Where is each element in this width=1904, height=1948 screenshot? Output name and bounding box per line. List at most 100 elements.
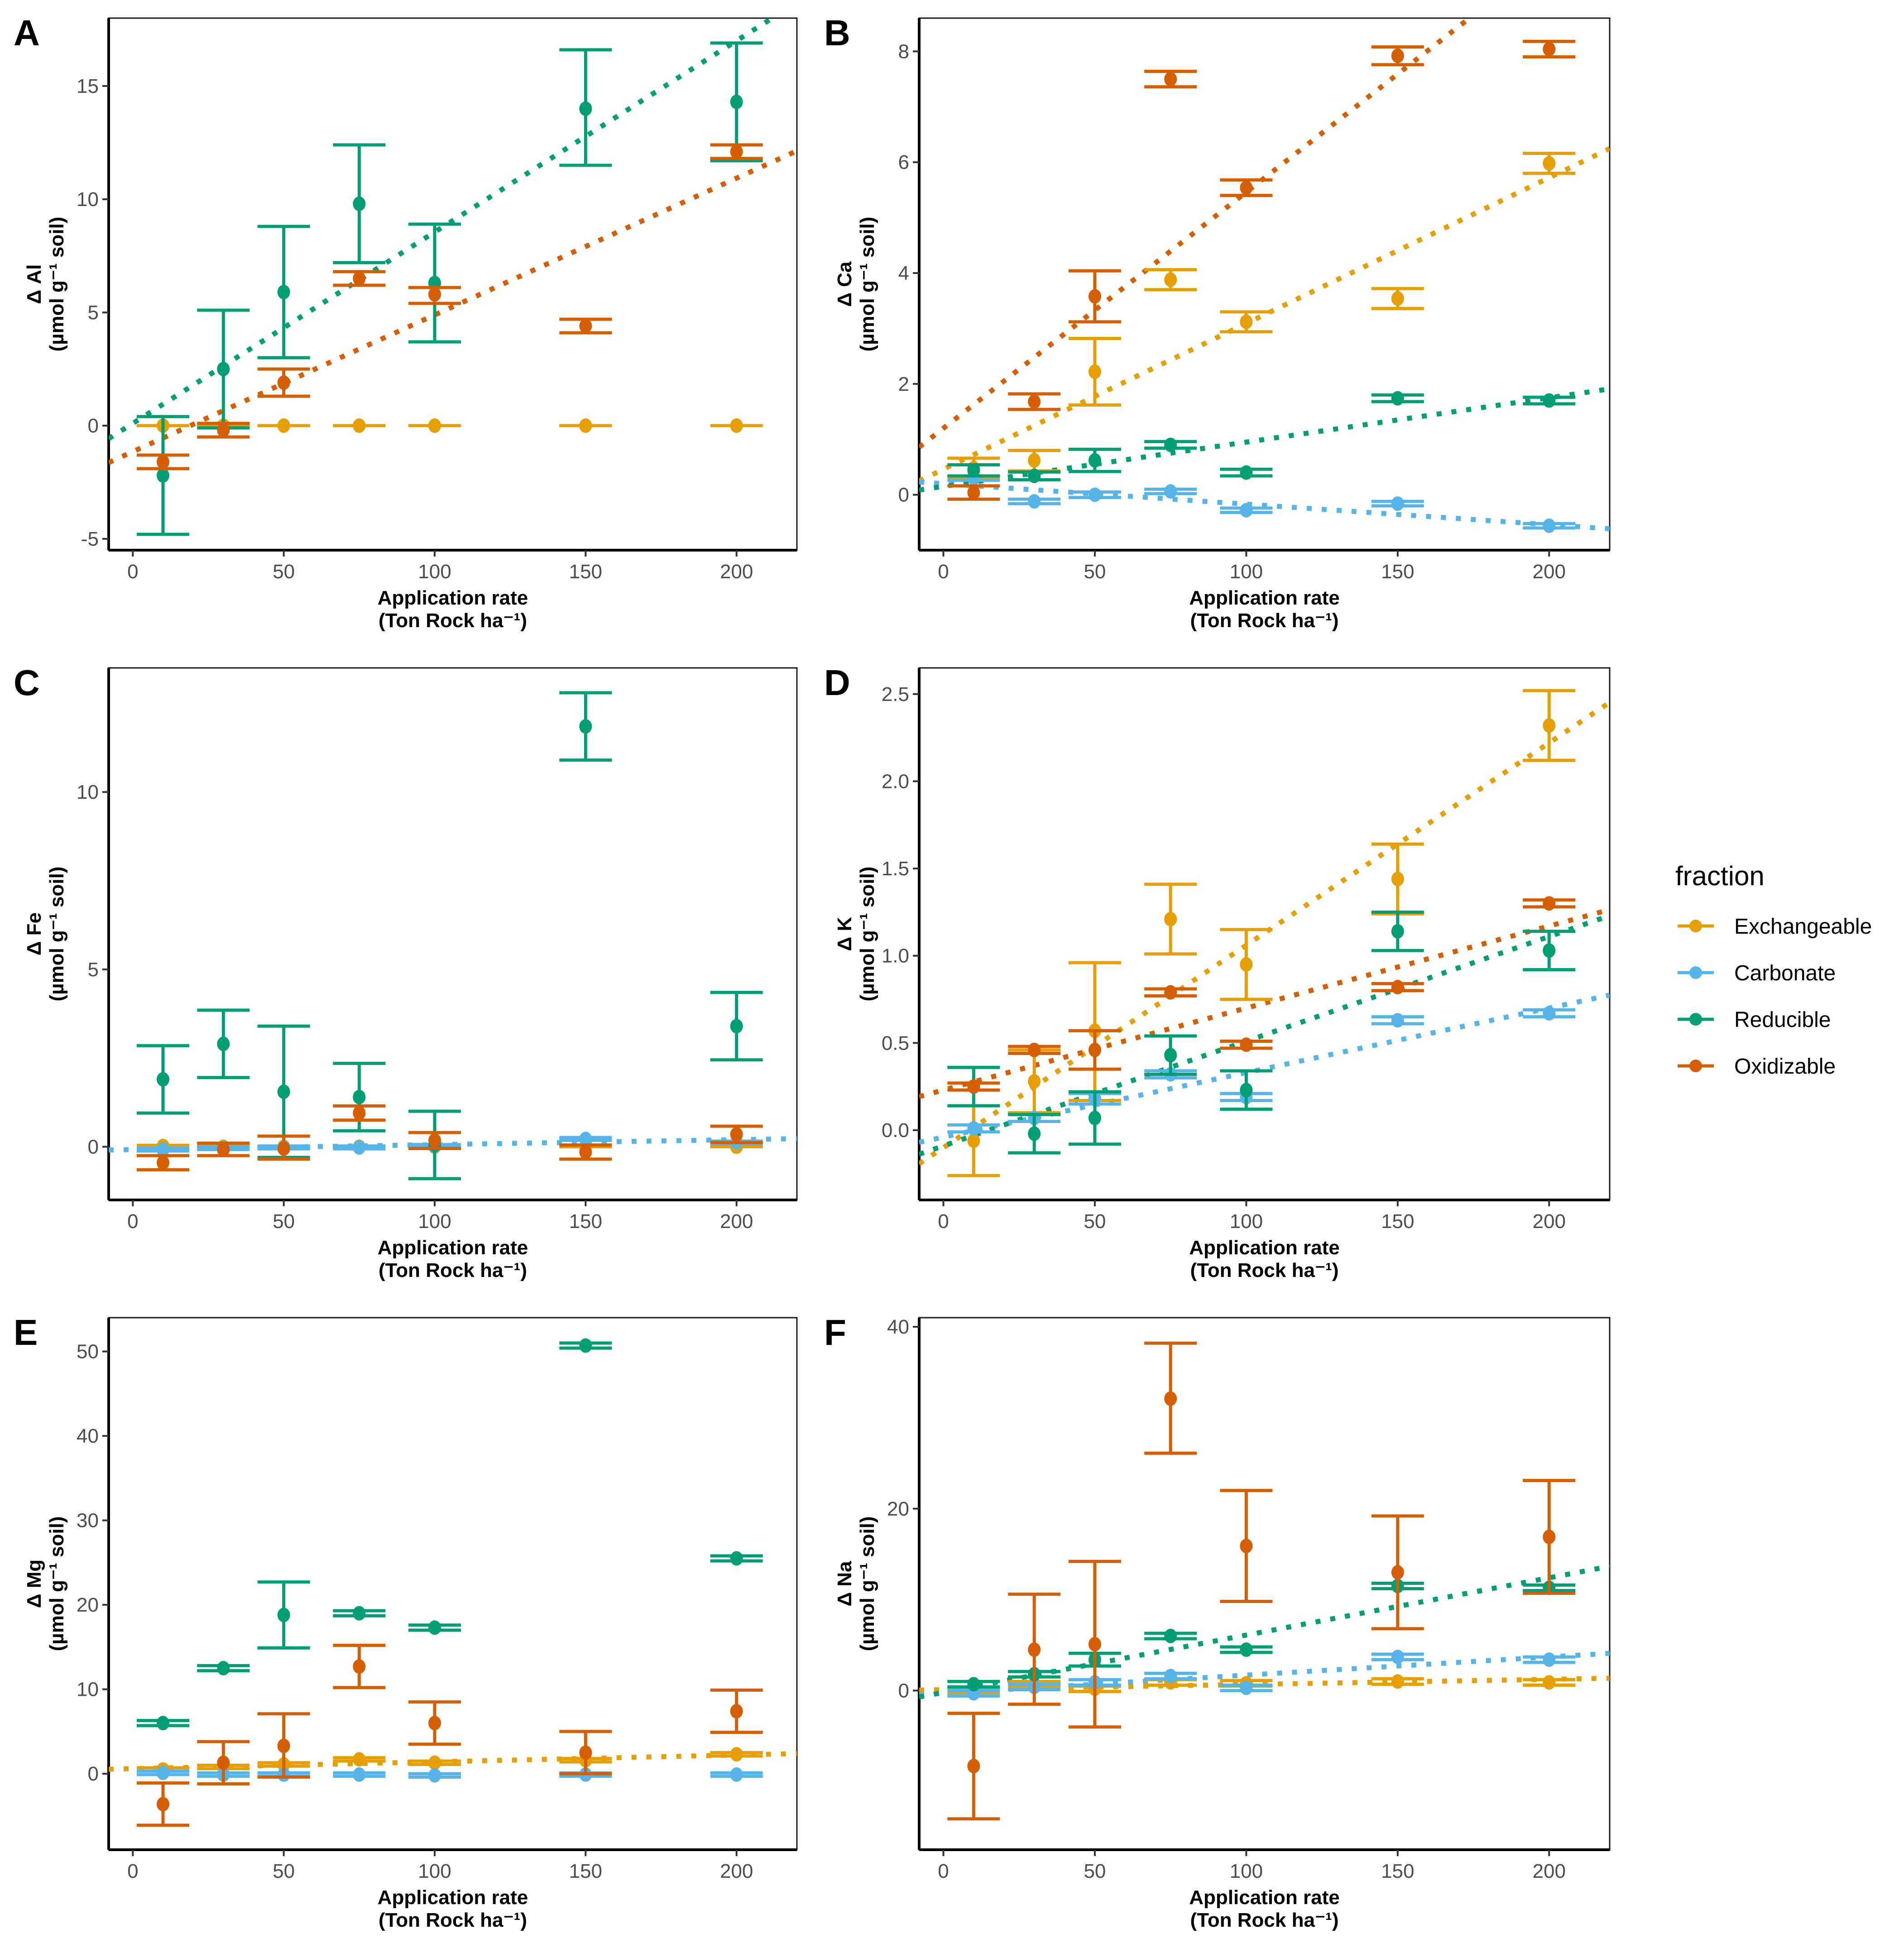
x-tick-label: 150 <box>569 561 602 583</box>
panel-label: C <box>14 662 40 703</box>
y-tick-label: 20 <box>77 1594 99 1616</box>
x-tick-label: 100 <box>418 1860 451 1882</box>
series-exchangeable <box>947 152 1576 480</box>
data-point <box>967 1079 980 1094</box>
x-tick-label: 50 <box>273 561 295 583</box>
x-tick-label: 50 <box>1084 561 1106 583</box>
data-point <box>730 1551 743 1566</box>
x-axis-subtitle: (Ton Rock ha⁻¹) <box>379 609 527 632</box>
data-point <box>353 1659 366 1674</box>
data-point <box>157 1155 169 1170</box>
legend-item-carbonate: Carbonate <box>1678 961 1836 985</box>
data-point <box>1543 393 1556 408</box>
plot-area <box>919 1341 1610 1821</box>
series-reducible <box>137 691 763 1180</box>
y-tick-label: 0 <box>88 415 99 437</box>
data-point <box>1028 1642 1041 1657</box>
data-point <box>1164 1048 1177 1063</box>
x-tick-label: 50 <box>1084 1860 1106 1882</box>
data-point <box>428 1768 441 1783</box>
data-point <box>1028 1042 1041 1057</box>
x-tick-label: 100 <box>418 1210 451 1233</box>
plot-area <box>109 1338 797 1827</box>
data-point <box>1164 484 1177 499</box>
legend-key-point <box>1689 1060 1702 1072</box>
data-point <box>1088 1637 1101 1652</box>
x-tick-label: 0 <box>127 1210 138 1233</box>
legend-key-point <box>1689 966 1702 979</box>
y-tick-label: 0 <box>88 1136 99 1158</box>
y-axis-title: Δ K <box>834 916 856 951</box>
x-tick-label: 0 <box>938 1860 949 1882</box>
data-point <box>1240 957 1253 972</box>
data-point <box>730 95 743 109</box>
y-axis-subtitle: (µmol g⁻¹ soil) <box>856 217 878 352</box>
data-point <box>1164 985 1177 1000</box>
legend-label: Oxidizable <box>1734 1055 1836 1079</box>
legend-label: Carbonate <box>1734 961 1836 985</box>
x-tick-label: 0 <box>938 1210 949 1233</box>
data-point <box>277 1607 290 1622</box>
data-point <box>157 1766 169 1780</box>
trend-line-oxidizable <box>109 149 797 465</box>
data-point <box>730 1019 743 1034</box>
data-point <box>1028 1074 1041 1089</box>
data-point <box>428 1755 441 1770</box>
y-tick-label: 50 <box>77 1341 99 1363</box>
x-axis-subtitle: (Ton Rock ha⁻¹) <box>379 1909 527 1931</box>
data-point <box>157 1072 169 1087</box>
data-point <box>428 287 441 302</box>
data-point <box>730 144 743 159</box>
y-axis-title: Δ Ca <box>834 261 856 307</box>
x-tick-label: 200 <box>720 1210 753 1233</box>
data-point <box>1391 391 1404 406</box>
plot-frame <box>918 1317 1611 1851</box>
y-axis-subtitle: (µmol g⁻¹ soil) <box>856 1516 878 1651</box>
y-axis-subtitle: (µmol g⁻¹ soil) <box>46 217 68 352</box>
y-axis-title: Δ Al <box>23 264 45 304</box>
y-tick-label: 2 <box>898 373 909 395</box>
x-axis-title: Application rate <box>1189 587 1340 609</box>
panel-label: E <box>14 1312 38 1353</box>
series-oxidizable <box>137 1644 763 1827</box>
y-tick-label: 40 <box>887 1316 909 1338</box>
data-point <box>730 1747 743 1762</box>
data-point <box>967 463 980 478</box>
data-point <box>428 418 441 433</box>
data-point <box>579 719 592 734</box>
series-carbonate <box>947 470 1576 533</box>
y-tick-label: 6 <box>898 151 909 173</box>
y-tick-label: 5 <box>88 959 99 981</box>
x-tick-label: 0 <box>938 561 949 583</box>
series-reducible <box>137 41 763 536</box>
y-tick-label: 0 <box>88 1763 99 1785</box>
data-point <box>730 1704 743 1719</box>
x-tick-label: 100 <box>1230 1210 1263 1233</box>
data-point <box>353 197 366 211</box>
data-point <box>579 101 592 116</box>
data-point <box>1240 503 1253 518</box>
data-point <box>730 1127 743 1142</box>
legend-key-point <box>1689 1013 1702 1026</box>
data-point <box>1028 394 1041 409</box>
legend-item-reducible: Reducible <box>1678 1008 1831 1032</box>
data-point <box>1164 437 1177 452</box>
x-axis-subtitle: (Ton Rock ha⁻¹) <box>1190 1909 1339 1931</box>
panel-B: 0 50 100 150 200 0 2 4 6 8 Application rate(Ton Ro… <box>824 13 1611 632</box>
x-axis-title: Application rate <box>378 1237 528 1259</box>
data-point <box>277 1141 290 1156</box>
legend-label: Reducible <box>1734 1008 1831 1032</box>
y-tick-label: 0 <box>898 484 909 506</box>
x-tick-label: 100 <box>418 561 451 583</box>
data-point <box>428 1133 441 1148</box>
x-tick-label: 150 <box>569 1210 602 1233</box>
data-point <box>217 1755 230 1770</box>
data-point <box>579 319 592 333</box>
data-point <box>1240 1680 1253 1695</box>
x-tick-label: 150 <box>1381 1860 1414 1882</box>
data-point <box>157 455 169 469</box>
x-tick-label: 0 <box>127 561 138 583</box>
y-tick-label: 30 <box>77 1510 99 1532</box>
x-axis-subtitle: (Ton Rock ha⁻¹) <box>379 1259 527 1281</box>
y-tick-label: 10 <box>77 1679 99 1701</box>
